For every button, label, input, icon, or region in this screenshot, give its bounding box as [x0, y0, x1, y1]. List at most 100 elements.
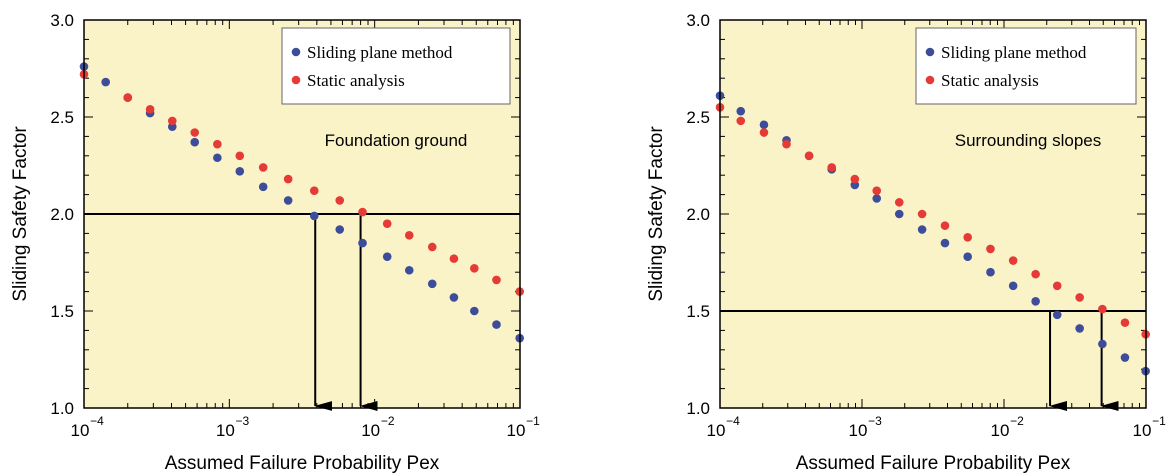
x-tick-label: 10 [361, 421, 380, 440]
x-tick-exponent: −2 [381, 414, 395, 428]
y-tick-label: 3.0 [686, 11, 710, 30]
data-point [872, 186, 882, 196]
data-point [235, 167, 245, 176]
data-point [1120, 353, 1130, 362]
data-point [1075, 324, 1084, 333]
data-point [1031, 269, 1040, 279]
data-point [963, 232, 972, 242]
data-point [736, 116, 746, 126]
data-point [283, 196, 293, 205]
legend-label: Sliding plane method [307, 43, 453, 62]
data-point [358, 207, 367, 217]
data-point [335, 196, 345, 205]
legend-label: Sliding plane method [941, 43, 1087, 62]
x-tick-exponent: −2 [1010, 414, 1024, 428]
data-point [470, 264, 479, 273]
data-point [1098, 304, 1107, 314]
data-point [449, 293, 459, 302]
data-point [101, 77, 110, 87]
data-point [335, 225, 345, 234]
data-point [894, 209, 904, 219]
legend: Sliding plane method Static analysis [281, 27, 511, 105]
x-tick-label: 10 [991, 421, 1010, 440]
data-point [358, 238, 367, 248]
legend-box [915, 27, 1137, 105]
data-point [986, 244, 995, 254]
data-point [283, 174, 293, 184]
y-tick-label: 1.5 [50, 302, 74, 321]
x-tick-exponent: −1 [526, 414, 540, 428]
data-point [235, 151, 245, 161]
data-point [1031, 297, 1040, 306]
legend-label: Static analysis [307, 71, 405, 90]
data-point [213, 153, 222, 163]
legend-marker [925, 75, 935, 85]
data-point [917, 209, 927, 219]
data-point [123, 93, 133, 102]
data-point [1008, 256, 1018, 265]
data-point [382, 252, 392, 261]
x-tick-exponent: −4 [726, 414, 740, 428]
data-point [736, 106, 746, 116]
plot-frame [719, 19, 1147, 409]
data-point [940, 238, 950, 248]
data-point [963, 252, 972, 261]
legend: Sliding plane method Static analysis [915, 27, 1137, 105]
x-tick-label: 10 [1133, 421, 1152, 440]
data-point [1008, 281, 1018, 291]
y-tick-label: 1.0 [50, 399, 74, 418]
x-tick-exponent: −1 [1152, 414, 1166, 428]
data-point [759, 128, 769, 137]
y-axis-label: Sliding Safety Factor [10, 126, 31, 302]
legend-marker [291, 47, 301, 57]
legend-marker [291, 75, 301, 85]
legend-marker [925, 47, 935, 57]
series-static-analysis [715, 103, 1150, 339]
data-point [213, 139, 222, 149]
data-point [1075, 293, 1084, 302]
data-point [492, 320, 501, 329]
data-point [782, 139, 791, 149]
data-point [1052, 310, 1062, 320]
data-point [759, 120, 769, 130]
data-point [917, 225, 927, 234]
legend-label: Static analysis [941, 71, 1039, 90]
data-point [427, 242, 437, 252]
data-point [404, 265, 414, 275]
data-point [449, 254, 459, 263]
x-axis-label: Assumed Failure Probability Pex [796, 453, 1071, 474]
data-point [309, 186, 319, 196]
data-point [470, 306, 479, 316]
y-tick-label: 2.0 [686, 205, 710, 224]
data-point [986, 267, 995, 277]
data-point [404, 231, 414, 240]
x-axis-label: Assumed Failure Probability Pex [165, 453, 440, 474]
data-point [167, 116, 177, 126]
data-point [190, 128, 200, 137]
data-point [492, 275, 501, 285]
y-tick-label: 1.0 [686, 399, 710, 418]
panel-annotation: Surrounding slopes [955, 131, 1101, 150]
x-tick-label: 10 [507, 421, 526, 440]
y-tick-label: 1.5 [686, 302, 710, 321]
data-point [1120, 318, 1130, 327]
legend-box [281, 27, 511, 105]
data-point [1098, 339, 1107, 349]
data-point [258, 163, 268, 172]
data-point [382, 219, 392, 228]
x-tick-exponent: −3 [235, 414, 249, 428]
y-tick-label: 2.5 [686, 108, 710, 127]
data-point [804, 151, 814, 161]
data-point [827, 163, 837, 172]
data-point [1052, 281, 1062, 291]
x-tick-label: 10 [71, 421, 90, 440]
data-point [145, 104, 155, 114]
data-point [258, 182, 268, 192]
plot-frame [83, 19, 521, 409]
x-tick-label: 10 [849, 421, 868, 440]
y-tick-label: 3.0 [50, 11, 74, 30]
data-point [850, 174, 860, 184]
